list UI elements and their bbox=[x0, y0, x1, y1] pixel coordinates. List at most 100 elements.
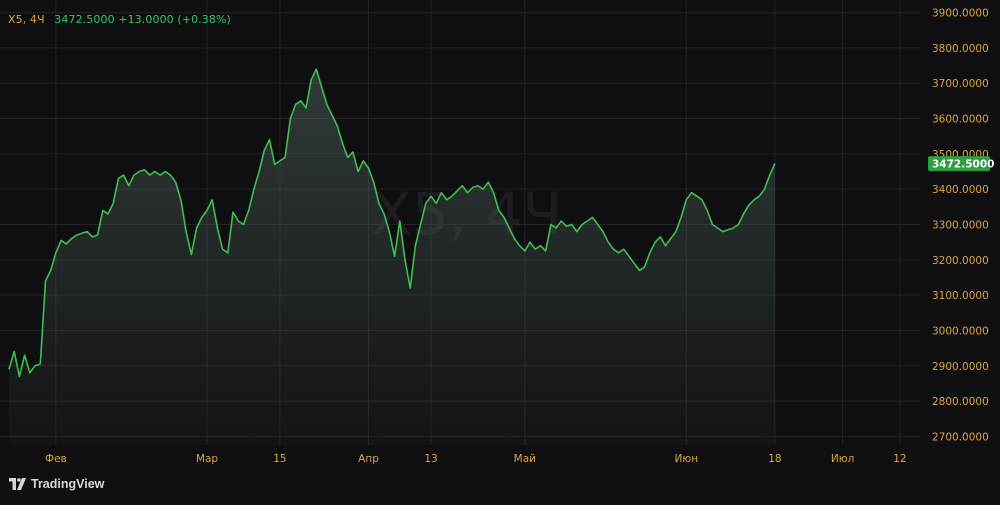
price-point bbox=[252, 188, 255, 191]
tradingview-brand[interactable]: TradingView bbox=[9, 477, 104, 491]
price-point bbox=[80, 232, 83, 235]
price-point bbox=[39, 363, 42, 366]
time-tick-label: Июн bbox=[675, 453, 699, 465]
price-point bbox=[680, 216, 683, 219]
price-point bbox=[367, 167, 370, 170]
price-point bbox=[294, 103, 297, 106]
price-point bbox=[159, 174, 162, 177]
price-point bbox=[575, 230, 578, 233]
time-tick-label: 12 bbox=[893, 453, 906, 465]
price-point bbox=[101, 209, 104, 212]
price-point bbox=[372, 181, 375, 184]
price-point bbox=[206, 209, 209, 212]
price-point bbox=[60, 239, 63, 242]
price-point bbox=[518, 244, 521, 247]
price-point bbox=[565, 225, 568, 228]
price-point bbox=[654, 241, 657, 244]
price-point bbox=[544, 250, 547, 253]
price-point bbox=[258, 170, 261, 173]
price-point bbox=[133, 174, 136, 177]
last-price-label: 3472.5000 bbox=[928, 156, 994, 172]
price-point bbox=[70, 237, 73, 240]
price-point bbox=[8, 368, 11, 371]
price-point bbox=[523, 250, 526, 253]
price-point bbox=[232, 211, 235, 214]
price-point bbox=[695, 195, 698, 198]
price-point bbox=[320, 85, 323, 88]
price-tick-label: 3700.0000 bbox=[932, 78, 989, 90]
price-point bbox=[763, 188, 766, 191]
price-point bbox=[581, 223, 584, 226]
price-point bbox=[138, 170, 141, 173]
time-axis[interactable]: Фев Мар 15 Апр 13 Май Июн 18 Июл 12 bbox=[45, 453, 907, 465]
price-point bbox=[315, 68, 318, 71]
price-tick-label: 3900.0000 bbox=[932, 8, 989, 20]
price-point bbox=[628, 255, 631, 258]
price-point bbox=[18, 375, 21, 378]
price-point bbox=[75, 234, 78, 237]
price-point bbox=[612, 248, 615, 251]
price-point bbox=[44, 280, 47, 283]
price-tick-label: 3100.0000 bbox=[932, 290, 989, 302]
price-point bbox=[435, 202, 438, 205]
price-point bbox=[607, 241, 610, 244]
price-point bbox=[737, 223, 740, 226]
price-tick-label: 3600.0000 bbox=[932, 114, 989, 126]
price-point bbox=[773, 162, 776, 165]
price-point bbox=[716, 227, 719, 230]
price-tick-label: 3200.0000 bbox=[932, 255, 989, 267]
legend-values: 3472.5000 +13.0000 (+0.38%) bbox=[54, 13, 231, 26]
price-tick-label: 2800.0000 bbox=[932, 396, 989, 408]
price-tick-label: 3800.0000 bbox=[932, 43, 989, 55]
price-point bbox=[513, 237, 516, 240]
price-point bbox=[346, 156, 349, 159]
price-point bbox=[169, 174, 172, 177]
price-point bbox=[471, 186, 474, 189]
price-point bbox=[721, 230, 724, 233]
time-tick-label: Апр bbox=[358, 453, 379, 465]
price-point bbox=[179, 198, 182, 201]
price-point bbox=[351, 151, 354, 154]
price-point bbox=[643, 265, 646, 268]
price-point bbox=[404, 258, 407, 261]
price-point bbox=[91, 235, 94, 238]
price-point bbox=[534, 248, 537, 251]
price-point bbox=[310, 78, 313, 81]
price-point bbox=[221, 248, 224, 251]
price-axis[interactable]: 2700.0000 2800.0000 2900.0000 3000.0000 3100… bbox=[932, 8, 989, 444]
price-point bbox=[466, 191, 469, 194]
price-point bbox=[586, 220, 589, 223]
price-point bbox=[284, 156, 287, 159]
price-point bbox=[28, 371, 31, 374]
legend-symbol[interactable]: X5, 4Ч bbox=[8, 13, 45, 26]
price-point bbox=[393, 255, 396, 258]
price-point bbox=[674, 230, 677, 233]
price-point bbox=[539, 244, 542, 247]
price-point bbox=[268, 138, 271, 141]
price-point bbox=[86, 230, 89, 233]
price-point bbox=[117, 177, 120, 180]
price-point bbox=[409, 287, 412, 290]
price-point bbox=[424, 202, 427, 205]
price-point bbox=[456, 189, 459, 192]
price-point bbox=[664, 244, 667, 247]
price-point bbox=[549, 223, 552, 226]
price-point bbox=[732, 227, 735, 230]
price-point bbox=[299, 99, 302, 102]
price-point bbox=[263, 149, 266, 152]
price-point bbox=[49, 269, 52, 272]
legend[interactable]: X5, 4Ч 3472.5000 +13.0000 (+0.38%) bbox=[8, 13, 231, 26]
price-point bbox=[242, 223, 245, 226]
price-tick-label: 2900.0000 bbox=[932, 361, 989, 373]
brand-name: TradingView bbox=[31, 477, 105, 491]
price-point bbox=[226, 251, 229, 254]
price-point bbox=[482, 188, 485, 191]
price-point bbox=[617, 251, 620, 254]
price-point bbox=[336, 124, 339, 127]
time-tick-label: Июл bbox=[831, 453, 854, 465]
price-point bbox=[461, 184, 464, 187]
price-point bbox=[555, 227, 558, 230]
price-line[interactable] bbox=[8, 68, 776, 378]
